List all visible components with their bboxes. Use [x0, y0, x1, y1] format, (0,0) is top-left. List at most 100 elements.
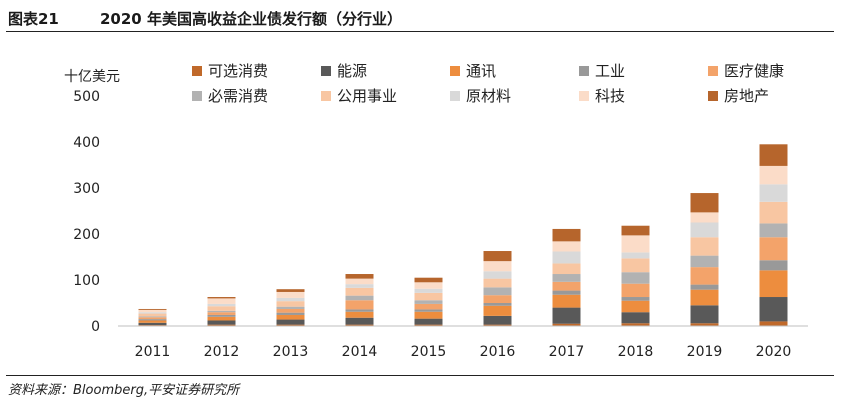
legend-label: 科技 — [595, 87, 625, 105]
bar-segment — [207, 324, 236, 326]
bar-segment — [483, 315, 512, 325]
bar-segment — [414, 288, 443, 293]
figure-title: 2020 年美国高收益企业债发行额（分行业） — [100, 10, 402, 28]
bar-segment — [414, 277, 443, 283]
bar-segment — [138, 312, 167, 314]
bar-segment — [345, 309, 374, 312]
bar-segment — [483, 261, 512, 272]
legend-swatch — [321, 66, 331, 76]
y-tick-label: 500 — [73, 89, 100, 105]
bar-segment — [552, 323, 581, 326]
legend-label: 通讯 — [466, 62, 496, 80]
bar-segment — [759, 321, 788, 326]
legend-swatch — [192, 66, 202, 76]
bar-segment — [414, 318, 443, 325]
bar-segment — [138, 319, 167, 321]
x-tick-label: 2018 — [618, 344, 654, 360]
bar-segment — [207, 314, 236, 317]
footer-rule — [6, 375, 834, 376]
x-tick-label: 2019 — [687, 344, 723, 360]
legend-label: 公用事业 — [337, 87, 397, 105]
bar-segment — [345, 274, 374, 279]
source-note: 资料来源：Bloomberg,平安证券研究所 — [8, 383, 240, 398]
bar-segment — [621, 258, 650, 273]
bar-segment — [552, 307, 581, 324]
bar-segment — [483, 303, 512, 306]
y-tick-label: 200 — [73, 227, 100, 243]
y-tick-label: 100 — [73, 273, 100, 289]
bar-segment — [138, 316, 167, 318]
bar-segment — [276, 312, 305, 315]
bar-segment — [552, 274, 581, 282]
bar-segment — [621, 252, 650, 259]
bar-segment — [276, 308, 305, 313]
bar-segment — [207, 312, 236, 315]
bars — [138, 144, 788, 326]
bar-segment — [621, 312, 650, 324]
legend-label: 医疗健康 — [724, 62, 784, 80]
bar-segment — [414, 282, 443, 289]
bar-segment — [345, 317, 374, 325]
bar-segment — [207, 298, 236, 304]
legend-label: 房地产 — [724, 87, 769, 105]
bar-segment — [345, 311, 374, 318]
bar-segment — [483, 251, 512, 262]
legend-label: 原材料 — [466, 87, 511, 105]
x-tick-label: 2011 — [135, 344, 171, 360]
legend-swatch — [192, 91, 202, 101]
bar-segment — [414, 309, 443, 312]
bar-segment — [759, 223, 788, 238]
bar-segment — [483, 305, 512, 316]
bar-segment — [759, 297, 788, 322]
bar-segment — [276, 319, 305, 325]
y-tick-label: 400 — [73, 135, 100, 151]
header-rule — [6, 31, 834, 32]
bar-segment — [414, 324, 443, 326]
x-axis: 2011 2012 2013 2014 2015 2016 2017 2018 2019 2020 — [118, 325, 808, 360]
bar-segment — [138, 313, 167, 317]
legend-label: 工业 — [595, 62, 625, 80]
bar-segment — [552, 281, 581, 291]
x-tick-label: 2020 — [756, 344, 792, 360]
bar-segment — [345, 295, 374, 301]
x-tick-label: 2015 — [411, 344, 447, 360]
bar-segment — [414, 311, 443, 319]
bar-segment — [759, 201, 788, 224]
bar-segment — [621, 297, 650, 301]
bar-segment — [414, 292, 443, 301]
y-axis: 0 100 200 300 400 500 — [73, 89, 100, 335]
bar-segment — [690, 289, 719, 306]
bar-segment — [138, 317, 167, 320]
bar-segment — [345, 287, 374, 296]
legend-label: 可选消费 — [208, 62, 268, 80]
y-tick-label: 0 — [91, 319, 100, 335]
bar-segment — [483, 295, 512, 303]
bar-segment — [690, 222, 719, 238]
bar-segment — [138, 320, 167, 323]
bar-segment — [276, 297, 305, 302]
bar-segment — [759, 270, 788, 298]
x-tick-label: 2012 — [204, 344, 240, 360]
bar-segment — [207, 303, 236, 307]
bar-segment — [759, 184, 788, 202]
bar-segment — [621, 300, 650, 313]
bar-segment — [345, 278, 374, 285]
bar-segment — [621, 235, 650, 253]
bar-segment — [138, 309, 167, 313]
legend-swatch — [708, 91, 718, 101]
bar-segment — [345, 324, 374, 326]
bar-segment — [276, 306, 305, 309]
bar-segment — [552, 241, 581, 252]
x-tick-label: 2014 — [342, 344, 378, 360]
x-tick-label: 2016 — [480, 344, 516, 360]
bar-segment — [621, 323, 650, 326]
bar-segment — [207, 316, 236, 321]
bar-segment — [690, 212, 719, 223]
legend-label: 能源 — [337, 62, 367, 80]
legend-swatch — [321, 91, 331, 101]
legend-label: 必需消费 — [208, 87, 268, 105]
bar-segment — [552, 251, 581, 264]
bar-segment — [276, 324, 305, 326]
